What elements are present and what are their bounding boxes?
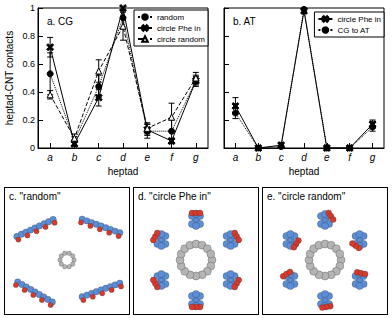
svg-text:heptad-CNT contacts: heptad-CNT contacts	[4, 31, 15, 125]
svg-text:a. CG: a. CG	[47, 16, 73, 27]
svg-text:CG to AT: CG to AT	[337, 26, 369, 35]
svg-text:0.8: 0.8	[22, 31, 35, 41]
svg-text:heptad: heptad	[108, 166, 139, 177]
svg-text:e: e	[324, 152, 330, 163]
svg-text:f: f	[170, 152, 174, 163]
svg-text:d: d	[301, 152, 307, 163]
svg-text:circle Phe in: circle Phe in	[337, 15, 381, 24]
svg-text:e: e	[145, 152, 151, 163]
svg-text:b. AT: b. AT	[233, 16, 256, 27]
svg-text:c: c	[279, 152, 284, 163]
svg-text:random: random	[157, 13, 184, 22]
svg-text:a: a	[233, 152, 239, 163]
svg-text:circle random: circle random	[157, 35, 205, 44]
svg-text:d: d	[120, 152, 126, 163]
svg-text:c. "random": c. "random"	[9, 191, 61, 202]
svg-text:0: 0	[30, 143, 35, 153]
svg-text:b: b	[72, 152, 78, 163]
svg-text:circle Phe in: circle Phe in	[157, 24, 201, 33]
svg-text:c: c	[96, 152, 101, 163]
svg-text:0.2: 0.2	[22, 115, 35, 125]
svg-text:a: a	[47, 152, 53, 163]
svg-text:g: g	[193, 152, 199, 163]
svg-text:d. "circle Phe in": d. "circle Phe in"	[138, 191, 211, 202]
svg-text:f: f	[348, 152, 352, 163]
svg-text:b: b	[256, 152, 262, 163]
svg-text:heptad: heptad	[289, 166, 320, 177]
svg-text:0.4: 0.4	[22, 87, 35, 97]
svg-text:0.6: 0.6	[22, 59, 35, 69]
svg-text:1: 1	[30, 3, 35, 13]
svg-text:e. "circle random": e. "circle random"	[267, 191, 346, 202]
svg-text:g: g	[370, 152, 376, 163]
